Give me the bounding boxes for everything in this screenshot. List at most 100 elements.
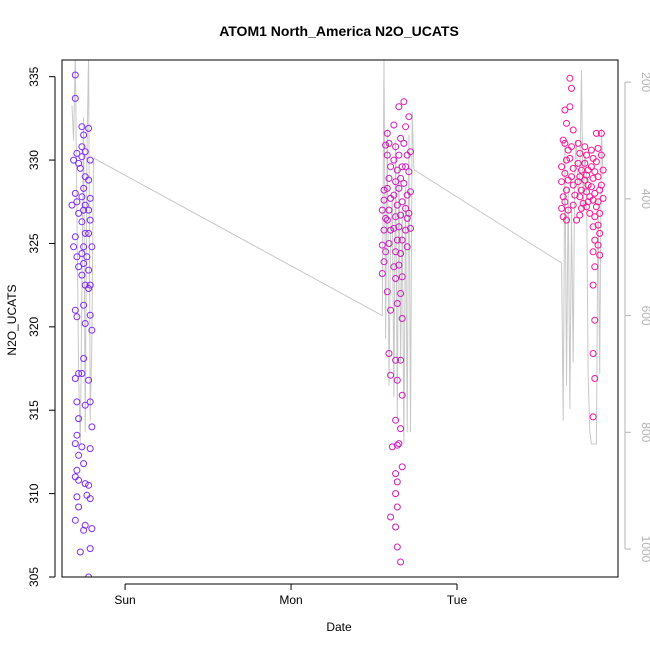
data-point [392,523,400,531]
data-point [589,413,597,421]
data-point [390,156,398,164]
data-point [574,178,582,186]
data-point [563,119,570,127]
data-point [566,74,574,82]
data-point [80,260,88,267]
data-point [591,236,599,244]
data-point [88,525,96,533]
data-point [85,124,93,132]
data-point [583,151,590,159]
data-point [392,470,400,478]
data-point [594,173,602,181]
data-point [86,216,94,224]
data-point [589,223,597,231]
data-point [561,198,569,206]
y2-tick-label: 600 [639,306,650,326]
data-point [581,176,589,184]
data-point [584,181,592,189]
data-point [385,240,393,247]
data-point [584,198,592,206]
data-point [392,275,400,282]
data-point [578,186,585,194]
data-point [392,416,400,424]
data-point [78,250,86,257]
y-tick-label: 315 [27,400,41,420]
data-point [405,113,413,121]
data-point [576,211,584,219]
data-point [566,103,574,111]
data-point [587,146,595,154]
data-point [558,178,566,186]
data-point [86,398,94,406]
data-point [380,258,388,266]
data-point [574,159,582,167]
pressure-line-segment [561,70,604,445]
data-point [563,156,570,164]
data-point [583,171,590,179]
y-axis-left: 305 310 315 320 325 330 335 [27,66,56,587]
data-point [388,443,396,451]
data-point [392,356,400,364]
data-point [393,166,401,174]
data-point [561,139,569,147]
data-point [70,243,78,251]
y-axis-right: 200 400 600 800 1000 [624,72,650,563]
data-point [81,480,89,488]
data-point [71,375,79,382]
data-point [71,306,79,314]
data-point [382,214,390,222]
data-point [591,168,599,176]
data-point [86,545,94,553]
data-point [73,431,81,439]
data-point [599,194,607,202]
y-tick-label: 305 [27,567,41,587]
data-point [589,350,597,357]
data-point [397,290,405,297]
data-point [576,173,584,181]
data-point [591,375,599,382]
data-point [594,241,602,249]
data-point [85,481,93,489]
data-point [559,136,567,144]
data-point [591,189,599,197]
data-point [407,188,414,196]
data-point [395,440,403,448]
data-point [405,209,413,217]
data-point [405,168,413,176]
data-point [573,216,580,224]
data-point [390,191,398,199]
data-point [71,440,79,448]
data-point [385,174,393,182]
data-point [596,251,604,259]
y-tick-label: 310 [27,483,41,503]
x-axis-label: Date [326,620,352,634]
data-point [83,253,91,261]
data-point [568,143,575,151]
data-point [398,391,406,399]
data-point [380,196,388,204]
y-tick-label: 320 [27,317,41,337]
data-point [387,371,395,379]
data-point [78,443,86,451]
data-point [387,513,395,521]
data-point [563,186,570,194]
data-point [569,126,577,134]
y-tick-label: 325 [27,233,41,253]
data-point [392,143,400,151]
data-point [86,281,94,289]
data-point [71,233,79,241]
data-point [559,193,567,201]
data-point [576,193,584,201]
data-point [78,193,86,201]
data-point [576,149,584,157]
data-point [86,311,94,319]
data-point [397,250,405,257]
data-point [390,121,398,129]
data-point [596,186,604,194]
data-point [566,154,574,162]
y2-tick-label: 400 [639,189,650,209]
data-point [383,288,391,296]
data-point [398,273,406,281]
